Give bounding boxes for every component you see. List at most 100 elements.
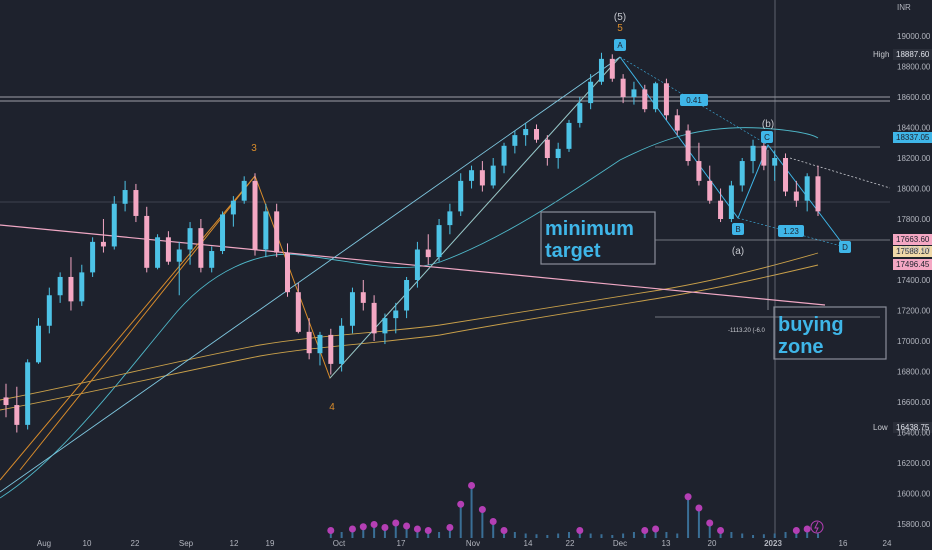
candle-body [598, 58, 604, 82]
x-tick-label: 24 [883, 539, 892, 548]
candle-body [100, 241, 106, 247]
candle-body [577, 103, 583, 123]
candle-body [176, 249, 182, 262]
candle-body [425, 249, 431, 258]
candle-body [46, 295, 52, 326]
volume-dot [468, 482, 476, 489]
ma-long [0, 264, 819, 411]
minimum-target-box [540, 211, 656, 265]
drawing-lines [0, 0, 891, 538]
candle-body [642, 89, 648, 110]
candle-body [111, 203, 117, 247]
candle-body [750, 145, 756, 162]
pattern-point-label: D [842, 243, 848, 252]
volume-dot [706, 519, 714, 527]
candle-body [306, 331, 312, 354]
y-tick-label: 16200.00 [897, 459, 931, 468]
candle-body [274, 211, 280, 253]
ma-mid [0, 252, 819, 401]
candle-body [155, 237, 161, 268]
candle-body [512, 135, 518, 146]
volume-dot [641, 527, 649, 534]
y-axis[interactable]: INR 19000.00 18800.00 18600.00 18400.00 18200… [897, 3, 931, 529]
x-tick-label: 20 [708, 539, 717, 548]
volume-dot [359, 523, 367, 531]
projection-line [789, 157, 891, 189]
low-value: 16438.75 [896, 423, 930, 432]
volume-dot [413, 525, 421, 533]
volume-dot [684, 493, 692, 501]
x-tick-label: 22 [131, 539, 140, 548]
candles [3, 52, 821, 433]
y-tick-label: 17800.00 [897, 215, 931, 224]
candle-body [793, 191, 799, 201]
candle-body [696, 161, 702, 181]
candle-body [469, 170, 475, 181]
candle-body [144, 215, 150, 268]
y-tick-label: 17400.00 [897, 276, 931, 285]
volume-dot [652, 525, 660, 533]
elliott-wave [0, 175, 256, 481]
volume-dot [348, 525, 356, 533]
x-tick-label: 13 [662, 539, 671, 548]
volume-dot [489, 518, 497, 525]
candle-body [490, 165, 496, 186]
candle-body [718, 200, 724, 219]
lightning-icon[interactable] [810, 520, 824, 534]
y-tick-label: 16000.00 [897, 490, 931, 499]
candle-body [230, 200, 236, 215]
candle-body [555, 148, 561, 158]
x-axis[interactable]: Aug 10 22 Sep 12 19 Oct 17 Nov 14 22 Dec 13 20 2023 16 2… [37, 539, 892, 548]
candle-body [447, 211, 453, 226]
lightning-icon-glyph [814, 521, 819, 533]
volume-dot [381, 524, 389, 531]
candle-body [79, 272, 85, 302]
volume-dot [457, 500, 465, 508]
candle-body [284, 252, 290, 293]
channel-line [0, 56, 621, 493]
candle-body [739, 161, 745, 186]
candle-body [317, 334, 323, 354]
trendline [0, 224, 826, 306]
y-tick-label: 16600.00 [897, 398, 931, 407]
level-1-value: 18337.05 [896, 133, 930, 142]
volume-bars [327, 482, 819, 538]
candle-body [328, 334, 334, 364]
y-tick-label: 18200.00 [897, 154, 931, 163]
buying-zone-line1: buying [778, 314, 844, 336]
y-tick-label: 15800.00 [897, 520, 931, 529]
x-tick-label: 10 [83, 539, 92, 548]
candle-body [393, 310, 399, 319]
volume-dot [695, 504, 703, 512]
wave-label-a: (a) [732, 246, 744, 257]
candle-body [360, 292, 366, 303]
candle-body [209, 251, 215, 268]
y-tick-label: 18400.00 [897, 124, 931, 133]
ratio-tag [680, 94, 708, 106]
volume-dot [717, 527, 725, 534]
candle-body [165, 237, 171, 262]
high-value: 18887.60 [896, 50, 930, 59]
y-tick-label: 18600.00 [897, 93, 931, 102]
x-tick-label: Dec [613, 539, 627, 548]
candle-body [252, 180, 258, 250]
x-tick-label: 22 [566, 539, 575, 548]
volume-dot [446, 524, 454, 531]
candle-body [25, 362, 31, 425]
minimum-target-line2: target [545, 240, 601, 262]
pattern-point-label: C [764, 133, 770, 142]
x-tick-label: 16 [839, 539, 848, 548]
volume-dot [500, 527, 508, 534]
y-tick-label: 17200.00 [897, 307, 931, 316]
candle-body [14, 405, 20, 425]
candle-body [382, 318, 388, 334]
measure-label: -1113.20 (-6.0 [728, 328, 765, 334]
x-tick-label: Sep [179, 539, 194, 548]
candle-body [349, 292, 355, 326]
candle-body [523, 129, 529, 136]
pattern-point-marker [614, 39, 626, 51]
candle-body [674, 115, 680, 131]
candle-body [90, 241, 96, 273]
annotations: 3 4 (5)5 (a) (b) A B C D 0.41 1.23 -1113.20 (-6.0 mi… [251, 12, 932, 534]
